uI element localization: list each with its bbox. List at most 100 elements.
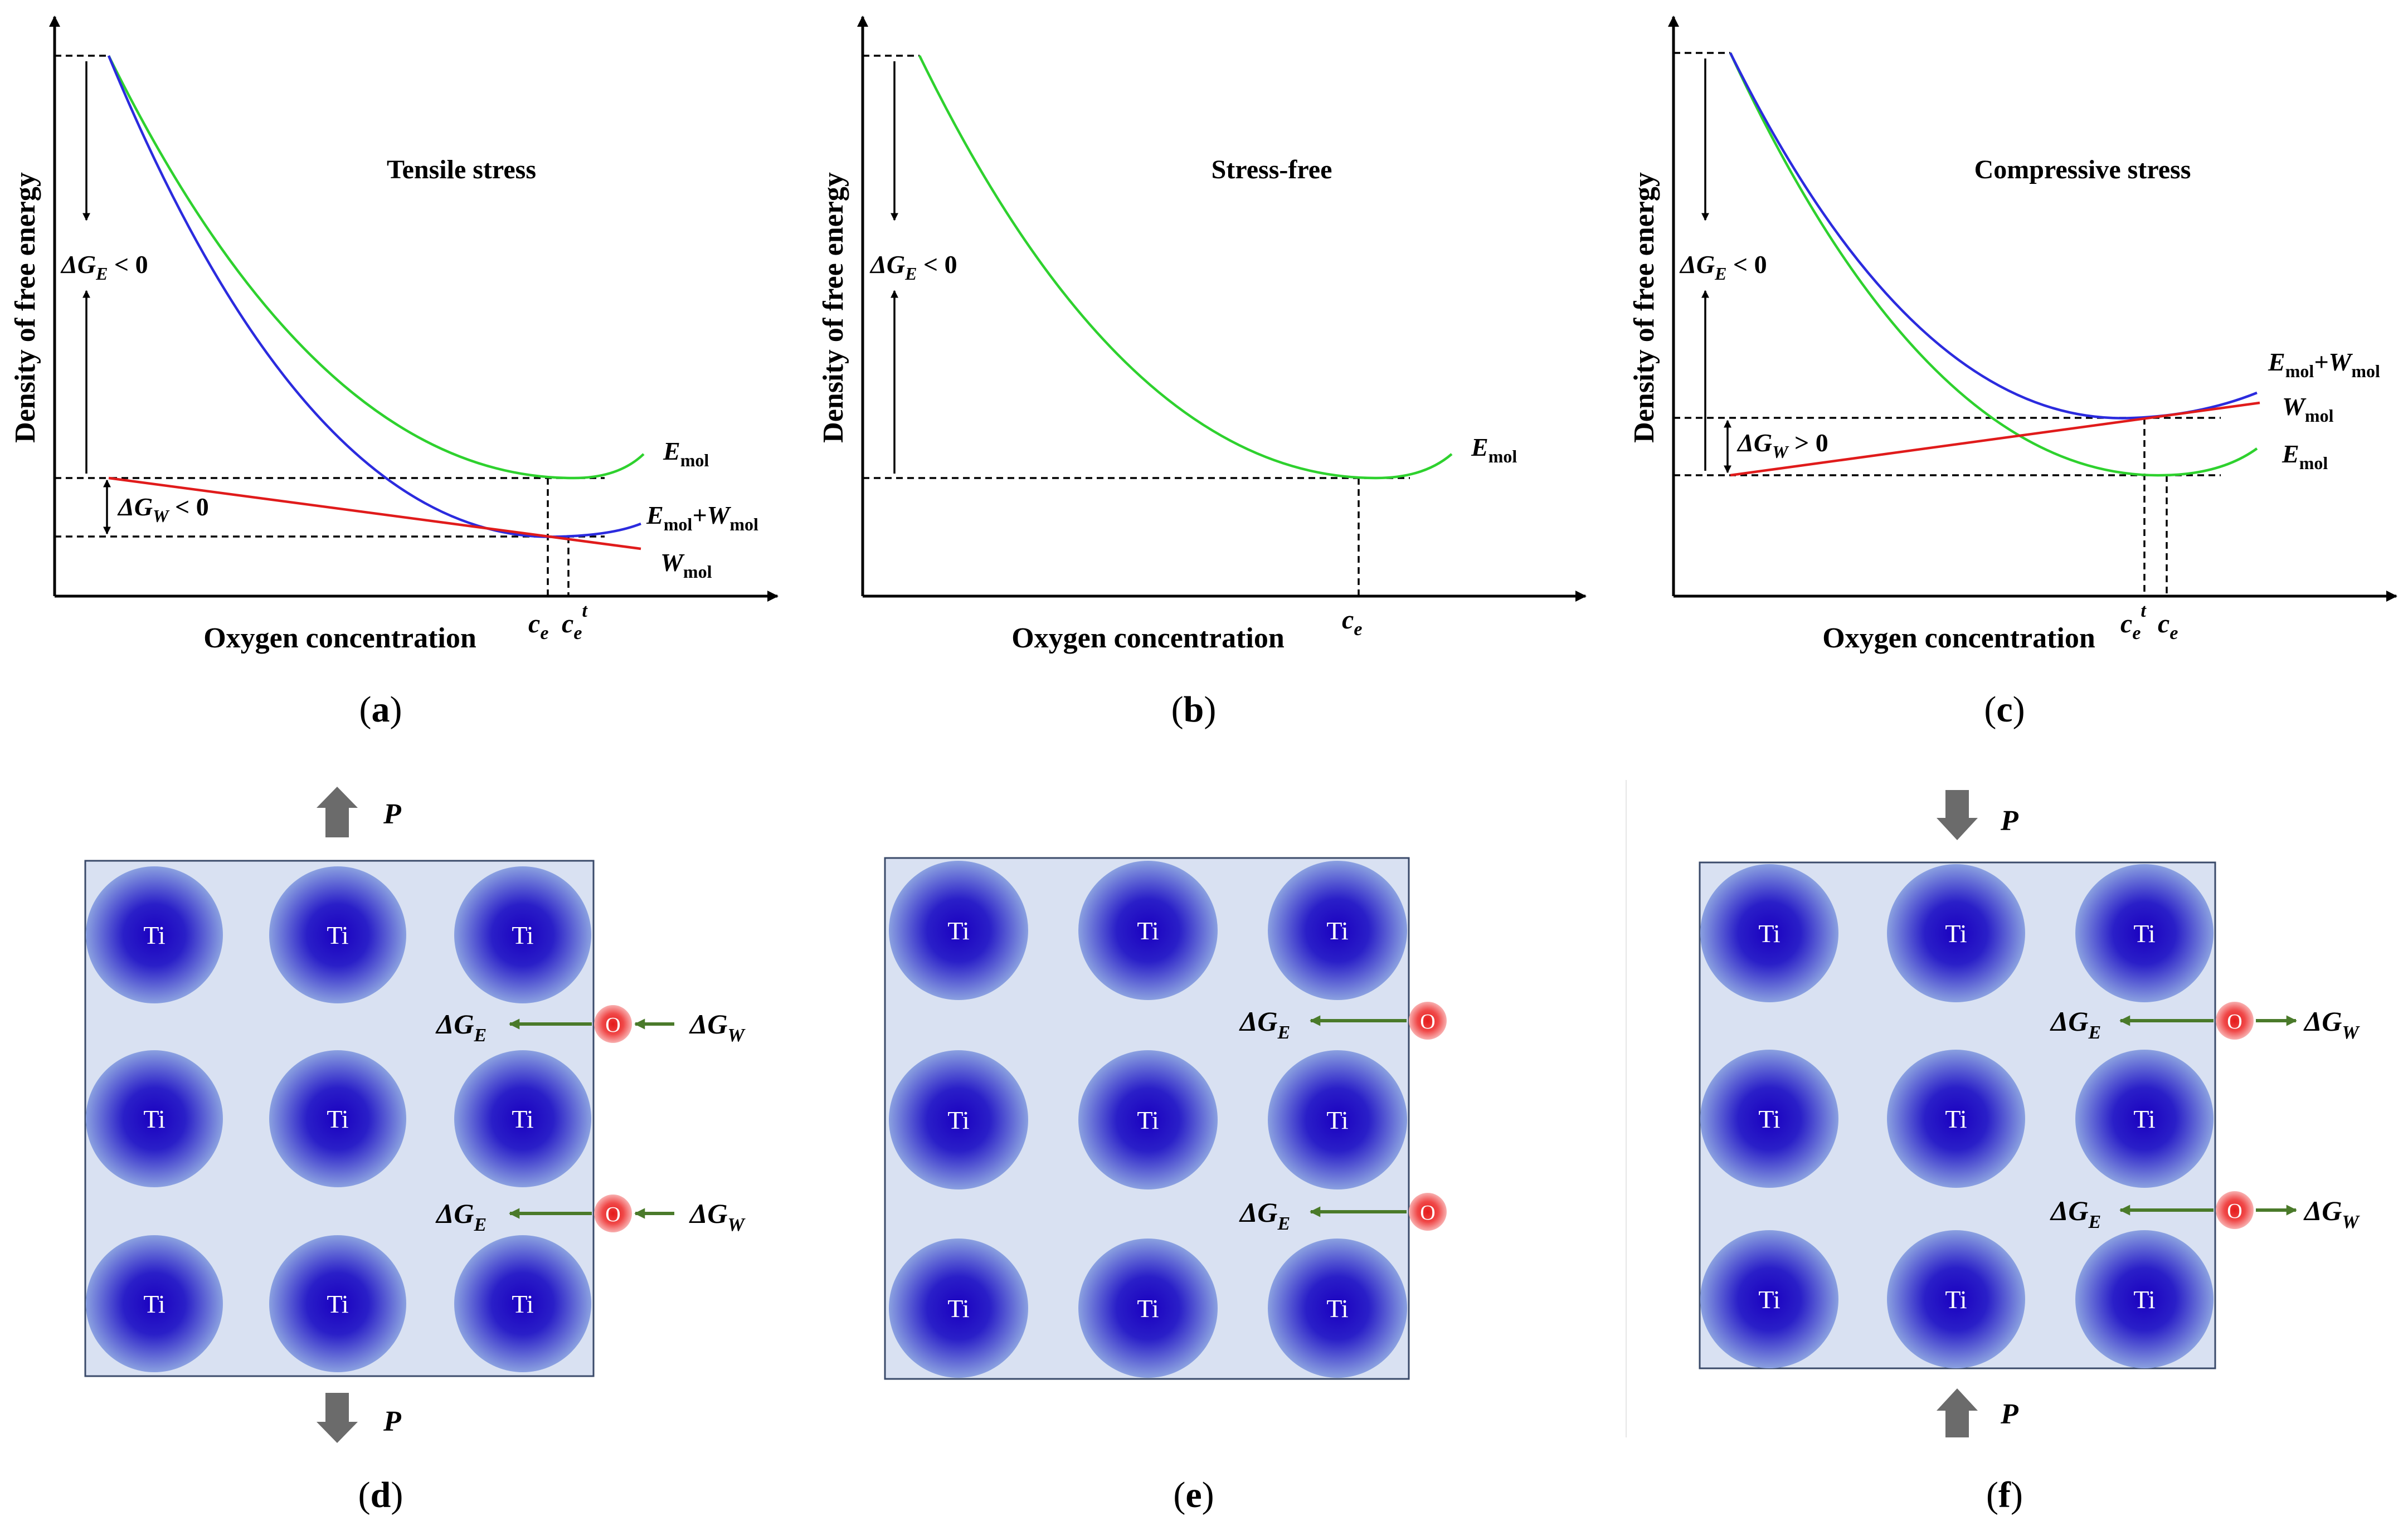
- panel-d-lattice: P Ti Ti Ti Ti Ti Ti Ti Ti Ti O O ΔGE ΔGW…: [84, 787, 746, 1443]
- svg-text:O: O: [1420, 1010, 1435, 1033]
- panel-c-letter: (c): [1984, 689, 2025, 730]
- svg-text:Ti: Ti: [143, 1290, 165, 1318]
- svg-text:Ti: Ti: [327, 1105, 348, 1133]
- svg-text:Ti: Ti: [1326, 1106, 1348, 1134]
- force-arrow-up: [317, 787, 358, 837]
- svg-text:Ti: Ti: [947, 916, 969, 945]
- panel-f-letter: (f): [1986, 1475, 2023, 1515]
- down-arrow-icon: [317, 1393, 358, 1443]
- svg-text:Ti: Ti: [512, 921, 533, 949]
- ti-atom: Ti: [889, 1239, 1028, 1378]
- o-atom: O: [1409, 1193, 1447, 1231]
- w-mol-line: [108, 476, 641, 550]
- ti-atom: Ti: [454, 1235, 591, 1372]
- svg-text:Ti: Ti: [1758, 1285, 1780, 1314]
- e-plus-w-label: Emol+Wmol: [2268, 348, 2380, 381]
- svg-text:Ti: Ti: [512, 1105, 533, 1133]
- svg-text:Ti: Ti: [1758, 919, 1780, 948]
- ti-atom: Ti: [1700, 1230, 1838, 1368]
- panel-a-chart: Density of free energy Oxygen concentrat…: [9, 16, 779, 654]
- svg-text:O: O: [1420, 1201, 1435, 1225]
- e-mol-label: Emol: [2281, 440, 2328, 473]
- e-mol-curve: [918, 55, 1453, 480]
- panel-b-chart: Density of free energy Oxygen concentrat…: [818, 16, 1587, 654]
- w-mol-line: [1730, 401, 2260, 477]
- o-atom: O: [2216, 1002, 2254, 1040]
- dgw-label: ΔGW: [689, 1198, 746, 1235]
- e-mol-label: Emol: [663, 437, 709, 470]
- dge-label: ΔGE: [435, 1198, 487, 1235]
- w-mol-label: Wmol: [2282, 392, 2334, 426]
- panel-b-letter: (b): [1171, 689, 1217, 730]
- panel-d-letter: (d): [358, 1475, 403, 1515]
- e-mol-curve: [107, 55, 645, 480]
- ti-atom: Ti: [86, 1050, 223, 1187]
- svg-text:Ti: Ti: [947, 1294, 969, 1323]
- svg-text:O: O: [605, 1203, 620, 1226]
- ti-atom: Ti: [1887, 864, 2025, 1002]
- dge-label: ΔGE < 0: [1679, 250, 1767, 284]
- ti-atom: Ti: [1078, 1239, 1218, 1378]
- dge-label: ΔGE: [435, 1008, 487, 1046]
- ti-atom: Ti: [269, 1050, 406, 1187]
- svg-text:Ti: Ti: [1137, 916, 1159, 945]
- ti-atom: Ti: [1700, 1050, 1838, 1188]
- ti-atom: Ti: [1078, 1050, 1218, 1189]
- dgw-label: ΔGW < 0: [117, 493, 209, 526]
- svg-text:Ti: Ti: [2133, 1285, 2155, 1314]
- svg-text:Ti: Ti: [1945, 1285, 1967, 1314]
- ti-atom: Ti: [86, 1235, 223, 1372]
- panel-title: Compressive stress: [1974, 155, 2191, 184]
- e-plus-w-label: Emol+Wmol: [646, 501, 758, 534]
- svg-text:Ti: Ti: [143, 921, 165, 949]
- panel-title: Stress-free: [1212, 155, 1332, 184]
- svg-text:Ti: Ti: [1137, 1106, 1159, 1134]
- o-atom: O: [594, 1005, 632, 1043]
- force-label: P: [2000, 1398, 2019, 1430]
- panel-e-letter: (e): [1173, 1475, 1214, 1515]
- dgw-label: ΔGW > 0: [1736, 428, 1828, 462]
- ce-tick-label: ce: [2158, 609, 2178, 643]
- dge-label: ΔGE: [1239, 1197, 1290, 1234]
- o-atom: O: [594, 1195, 632, 1232]
- ti-atom: Ti: [1700, 864, 1838, 1002]
- ti-atom: Ti: [2075, 864, 2214, 1002]
- svg-text:Ti: Ti: [2133, 919, 2155, 948]
- y-axis-label: Density of free energy: [1628, 172, 1660, 443]
- ti-atom: Ti: [889, 1050, 1028, 1189]
- ti-atom: Ti: [1887, 1230, 2025, 1368]
- svg-text:Ti: Ti: [1137, 1294, 1159, 1323]
- force-label: P: [383, 1406, 402, 1437]
- o-atom: O: [2216, 1191, 2254, 1229]
- ti-atom: Ti: [1268, 1239, 1407, 1378]
- force-label: P: [383, 798, 402, 830]
- cet-tick-label: cet: [2120, 601, 2147, 643]
- x-axis-label: Oxygen concentration: [1011, 622, 1285, 654]
- force-arrow-down: [317, 1393, 358, 1443]
- ce-tick-label: ce: [528, 609, 548, 643]
- x-axis-label: Oxygen concentration: [1822, 622, 2095, 654]
- svg-text:O: O: [2227, 1200, 2242, 1223]
- ti-atom: Ti: [454, 866, 591, 1003]
- y-axis-label: Density of free energy: [818, 172, 849, 443]
- x-axis-label: Oxygen concentration: [203, 622, 476, 654]
- ti-atom: Ti: [86, 866, 223, 1003]
- panel-title: Tensile stress: [387, 155, 536, 184]
- svg-text:Ti: Ti: [327, 1290, 348, 1318]
- panel-a-letter: (a): [359, 689, 402, 730]
- ti-atom: Ti: [1078, 861, 1218, 1000]
- dge-label: ΔGE < 0: [60, 250, 148, 284]
- dge-label: ΔGE < 0: [869, 250, 957, 284]
- down-arrow-icon: [1937, 790, 1978, 840]
- svg-text:Ti: Ti: [1758, 1105, 1780, 1133]
- up-arrow-icon: [317, 787, 358, 837]
- ce-tick-label: ce: [1342, 605, 1362, 640]
- svg-text:Ti: Ti: [512, 1290, 533, 1318]
- e-plus-w-curve: [1729, 52, 2258, 420]
- dge-label: ΔGE: [2050, 1006, 2101, 1043]
- svg-text:Ti: Ti: [1326, 1294, 1348, 1323]
- ti-atom: Ti: [2075, 1050, 2214, 1188]
- up-arrow-icon: [1937, 1388, 1978, 1437]
- ti-atom: Ti: [269, 866, 406, 1003]
